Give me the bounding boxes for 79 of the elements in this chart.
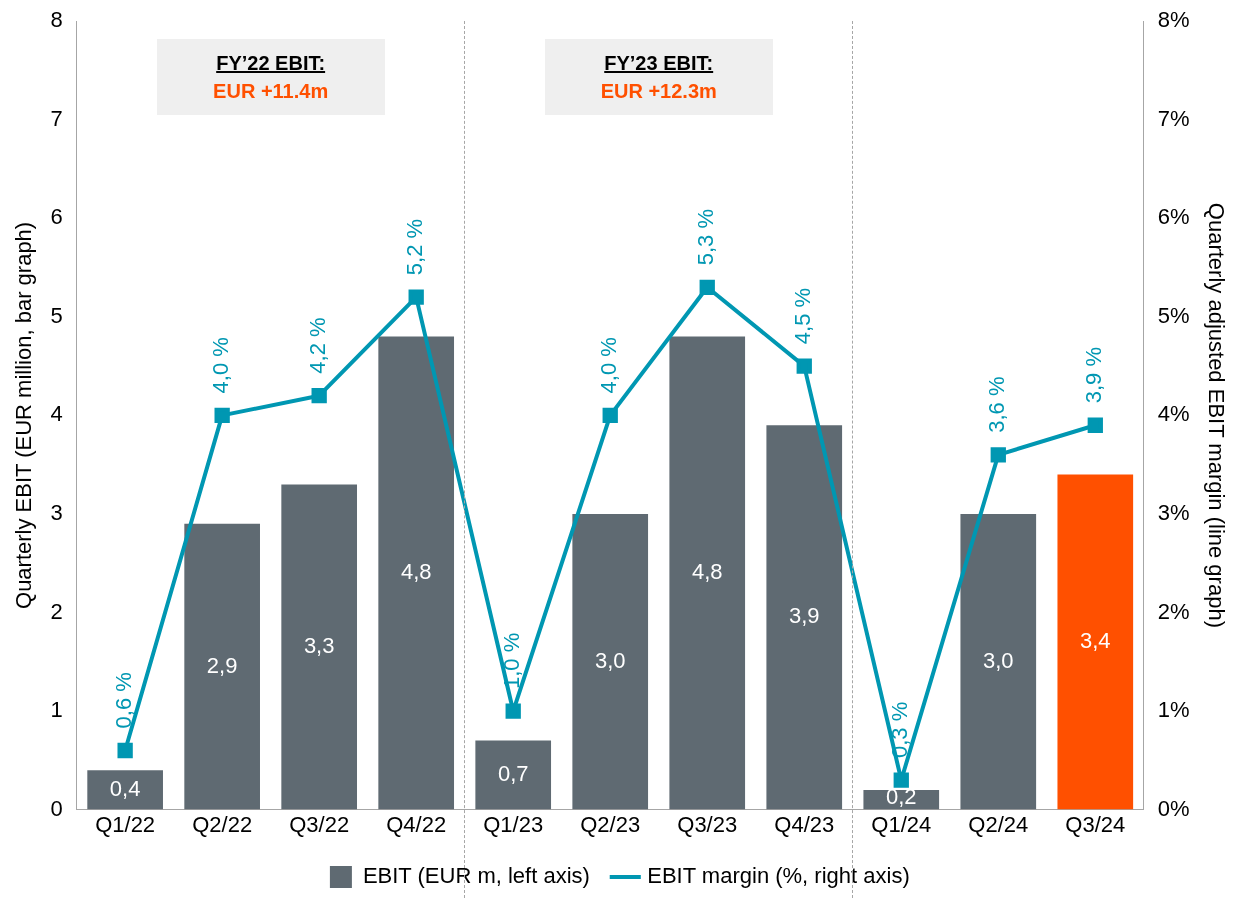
bar (184, 523, 260, 810)
y-tick-label: 4 (50, 401, 63, 427)
point (117, 742, 133, 759)
y-tick-label: 5 (50, 302, 63, 328)
bar (572, 513, 649, 810)
bar (475, 740, 552, 810)
y2-tick-label: 2% (1157, 598, 1190, 624)
bar (1057, 474, 1134, 810)
y2-tick-label: 5% (1157, 302, 1190, 328)
data-label: 2,9 (206, 652, 238, 678)
y2-tick-label: 7% (1157, 105, 1190, 131)
y2-tick-label: 4% (1157, 401, 1190, 427)
x-tick-label: Q1/23 (483, 811, 544, 837)
data-label: 3,0 (982, 647, 1014, 673)
point (602, 407, 618, 424)
annotation: FY’22 EBIT: (215, 51, 327, 77)
x-tick-label: Q1/22 (95, 811, 156, 837)
point (1087, 417, 1103, 433)
point (214, 407, 230, 424)
x-tick-label: Q2/23 (580, 811, 641, 837)
y-tick-label: 7 (50, 105, 63, 131)
data-label: 4,8 (691, 559, 723, 585)
data-label: 4,0 % (208, 337, 234, 394)
data-label: 3,9 % (1081, 346, 1107, 404)
x-tick-label: Q4/23 (774, 811, 835, 837)
data-label: 3,3 (303, 633, 335, 659)
y-tick-label: 2 (50, 598, 63, 624)
data-label: 4,5 % (790, 287, 816, 345)
annotation: EUR +11.4m (212, 79, 330, 105)
point (311, 388, 327, 404)
x-tick-label: Q4/22 (386, 811, 447, 837)
y-tick-label: 6 (50, 204, 63, 230)
bar (281, 484, 358, 810)
point (990, 447, 1006, 463)
x-tick-label: Q2/24 (968, 811, 1029, 837)
x-tick-label: Q1/24 (871, 811, 932, 837)
bar (960, 513, 1037, 810)
legend-label: EBIT (EUR m, left axis) (362, 863, 590, 889)
x-tick-label: Q3/22 (289, 811, 350, 837)
y-tick-label: 8 (50, 7, 63, 33)
data-label: 4,0 % (596, 337, 622, 394)
data-label: 3,0 (594, 647, 626, 673)
data-label: 0,6 % (111, 672, 137, 729)
point (505, 703, 521, 719)
x-tick-label: Q2/22 (192, 811, 253, 837)
bar (766, 425, 843, 810)
data-label: 3,4 (1080, 628, 1111, 654)
note-box: FY’23 EBIT: EUR +12.3m (544, 39, 773, 116)
annotation: EUR +12.3m (599, 79, 718, 105)
bar (378, 336, 455, 810)
y-axis-title: Quarterly EBIT (EUR million, bar graph) (11, 221, 37, 609)
y-tick-label: 1 (50, 697, 63, 723)
y-tick-label: 3 (50, 500, 63, 526)
y-tick-label: 0 (50, 795, 63, 821)
bar (669, 336, 746, 810)
data-label: 5,3 % (693, 209, 719, 266)
point (408, 289, 424, 305)
y2-tick-label: 3% (1157, 500, 1190, 526)
data-label: 4,2 % (305, 317, 331, 374)
y2-tick-label: 8% (1157, 7, 1190, 33)
legend-label: EBIT margin (%, right axis) (647, 863, 910, 889)
note-box: FY’22 EBIT: EUR +11.4m (156, 39, 385, 116)
data-label: 3,6 % (984, 376, 1010, 433)
data-label: 0,7 (497, 761, 529, 787)
data-label: 3,9 (788, 603, 820, 629)
annotation: FY’23 EBIT: (603, 51, 715, 77)
point (699, 279, 715, 295)
x-tick-label: Q3/24 (1065, 811, 1126, 837)
point (893, 772, 909, 788)
data-label: 4,8 (400, 559, 432, 585)
y2-tick-label: 0% (1157, 795, 1190, 821)
y2-tick-label: 1% (1157, 697, 1190, 723)
x-tick-label: Q3/23 (677, 811, 738, 837)
data-label: 5,2 % (402, 218, 428, 276)
data-label: 0,4 (109, 775, 141, 801)
y2-tick-label: 6% (1157, 204, 1190, 230)
point (796, 358, 812, 374)
y2-axis-title: Quarterly adjusted EBIT margin (line graph) (1203, 202, 1229, 628)
bar (87, 770, 163, 810)
